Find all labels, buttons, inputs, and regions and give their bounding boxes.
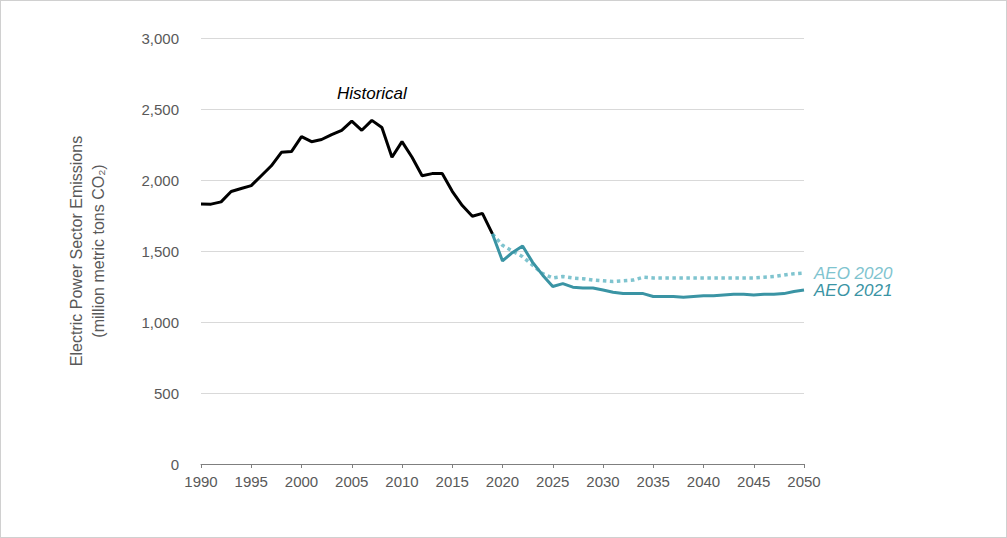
svg-text:2000: 2000	[285, 473, 318, 490]
svg-text:2030: 2030	[586, 473, 619, 490]
svg-text:2010: 2010	[385, 473, 418, 490]
svg-text:2005: 2005	[335, 473, 368, 490]
svg-text:2,000: 2,000	[141, 172, 179, 189]
svg-text:2025: 2025	[536, 473, 569, 490]
svg-text:2045: 2045	[737, 473, 770, 490]
svg-text:Historical: Historical	[337, 84, 408, 103]
svg-text:2035: 2035	[637, 473, 670, 490]
svg-text:2,500: 2,500	[141, 101, 179, 118]
svg-text:2040: 2040	[687, 473, 720, 490]
svg-text:(million metric tons CO₂): (million metric tons CO₂)	[90, 164, 107, 337]
svg-text:Electric Power Sector Emission: Electric Power Sector Emissions	[68, 136, 85, 366]
svg-text:0: 0	[171, 456, 179, 473]
svg-text:1,500: 1,500	[141, 243, 179, 260]
svg-text:AEO 2020: AEO 2020	[814, 263, 893, 283]
svg-text:1,000: 1,000	[141, 314, 179, 331]
svg-text:2020: 2020	[486, 473, 519, 490]
svg-text:500: 500	[154, 385, 179, 402]
svg-text:3,000: 3,000	[141, 30, 179, 47]
svg-text:1995: 1995	[235, 473, 268, 490]
svg-text:2050: 2050	[787, 473, 820, 490]
svg-text:2015: 2015	[436, 473, 469, 490]
svg-text:1990: 1990	[184, 473, 217, 490]
svg-text:AEO 2021: AEO 2021	[813, 281, 892, 300]
